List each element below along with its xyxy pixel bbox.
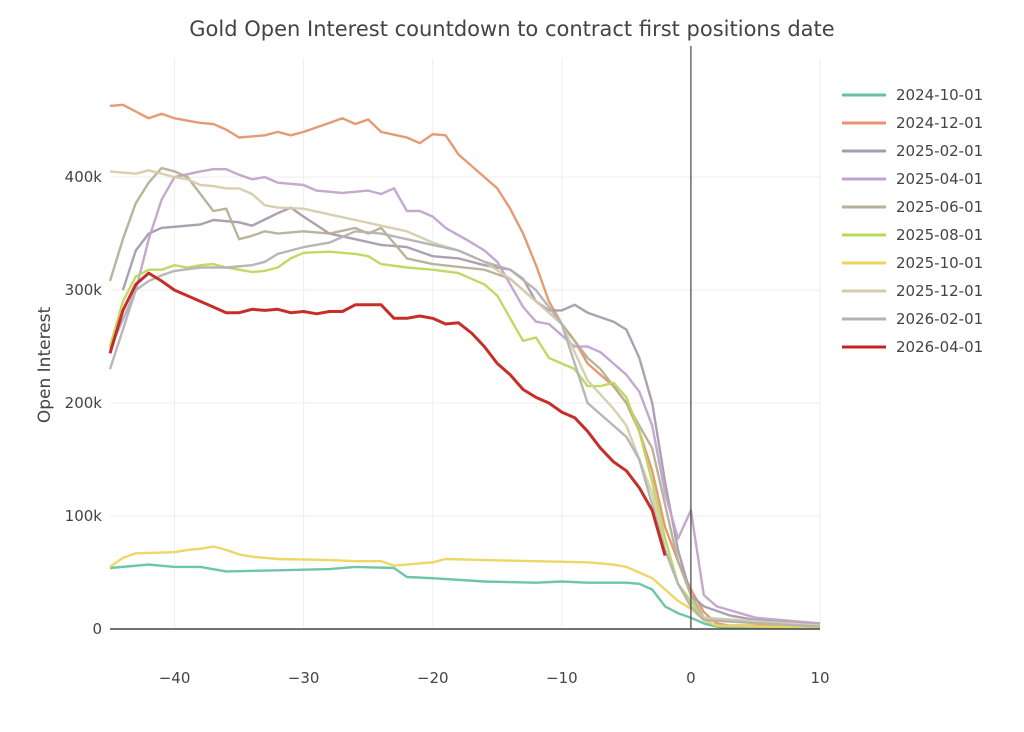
series-line-2025-02-01: [121, 206, 821, 625]
series-line-2025-10-01: [109, 545, 821, 630]
series-lines: [108, 103, 821, 630]
legend-label: 2024-10-01: [896, 86, 983, 104]
legend: 2024-10-01 2024-12-01 2025-02-01 2025-04-01…: [842, 86, 983, 356]
series-line-2026-02-01: [108, 230, 821, 628]
legend-label: 2025-02-01: [896, 142, 983, 160]
legend-label: 2025-08-01: [896, 226, 983, 244]
y-tick-label: 100k: [65, 507, 103, 525]
series-line-2026-04-01: [108, 271, 667, 557]
legend-label: 2025-12-01: [896, 282, 983, 300]
series-line-2025-06-01: [108, 166, 821, 628]
series-line-2025-08-01: [108, 250, 821, 628]
legend-label: 2025-06-01: [896, 198, 983, 216]
x-tick-label: −30: [288, 669, 320, 687]
y-tick-label: 0: [92, 620, 102, 638]
y-tick-label: 300k: [65, 281, 103, 299]
legend-label: 2026-04-01: [896, 338, 983, 356]
legend-label: 2025-10-01: [896, 254, 983, 272]
x-tick-label: −20: [417, 669, 449, 687]
series-line-2025-04-01: [108, 168, 821, 625]
y-axis-label: Open Interest: [35, 307, 55, 424]
y-tick-label: 200k: [65, 394, 103, 412]
grid: [110, 58, 821, 629]
x-tick-label: 0: [686, 669, 696, 687]
y-tick-label: 400k: [65, 168, 103, 186]
legend-label: 2025-04-01: [896, 170, 983, 188]
x-tick-label: −40: [159, 669, 191, 687]
x-tick-label: −10: [546, 669, 578, 687]
x-tick-label: 10: [810, 669, 829, 687]
axes: −40 −30 −20 −10 0 10 0 100k 200k 300k 400k: [65, 46, 830, 687]
chart-title: Gold Open Interest countdown to contract…: [189, 17, 834, 41]
legend-label: 2024-12-01: [896, 114, 983, 132]
legend-label: 2026-02-01: [896, 310, 983, 328]
series-line-2024-12-01: [109, 103, 820, 627]
